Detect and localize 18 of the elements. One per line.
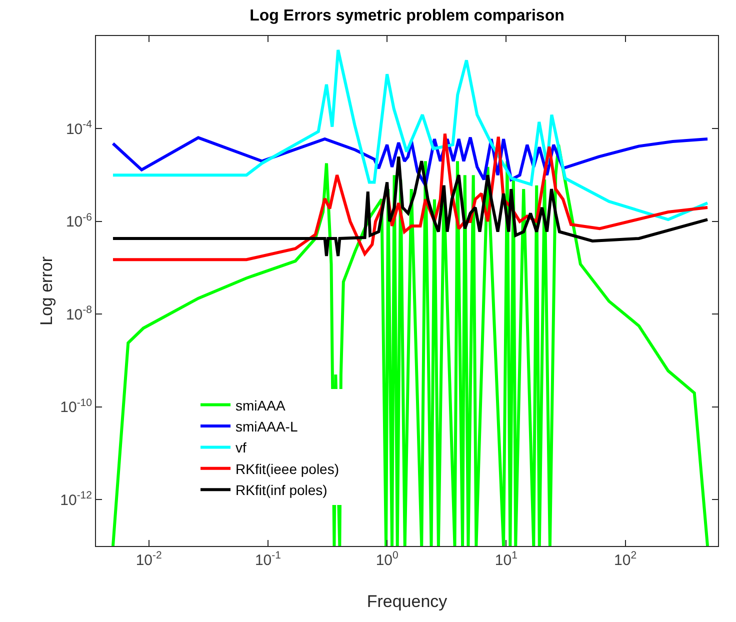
x-tick-label: 10$^{-2}$: [136, 550, 162, 569]
x-tick-label: 10$^{-1}$: [254, 550, 282, 569]
x-tick-label: 10$^{1}$: [494, 550, 518, 569]
x-axis-title: Frequency: [366, 592, 448, 611]
y-tick-label: 10$^{-8}$: [66, 304, 92, 324]
chart-title: Log Errors symetric problem comparison: [250, 8, 564, 25]
x-tick-label: 10$^{2}$: [614, 550, 637, 569]
y-tick-label: 10$^{-10}$: [60, 396, 92, 416]
x-tick-label: 10$^{0}$: [376, 550, 398, 569]
y-tick-label: 10$^{-12}$: [60, 490, 92, 509]
legend-label: smiAAA: [236, 397, 286, 414]
y-tick-label: 10$^{-6}$: [66, 211, 92, 231]
y-tick-label: 10$^{-4}$: [66, 118, 92, 138]
legend-label: vf: [236, 440, 247, 456]
legend-label: smiAAA-L: [236, 418, 298, 434]
legend-label: RKfit(ieee poles): [236, 460, 340, 477]
y-axis-title: Log error: [37, 256, 56, 326]
legend-label: RKfit(inf poles): [236, 482, 328, 498]
